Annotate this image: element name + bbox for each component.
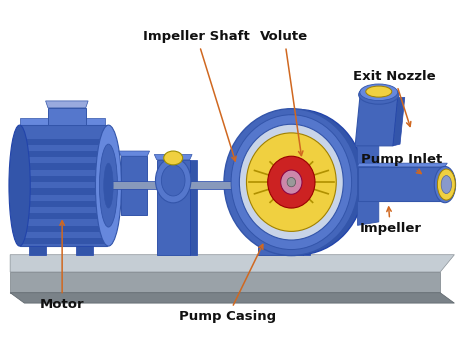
Ellipse shape — [438, 169, 456, 200]
Ellipse shape — [366, 86, 392, 97]
Polygon shape — [190, 160, 197, 255]
Ellipse shape — [95, 125, 121, 246]
Polygon shape — [357, 167, 445, 201]
Ellipse shape — [246, 133, 336, 231]
Polygon shape — [10, 255, 455, 272]
Bar — [19, 213, 107, 219]
Text: Motor: Motor — [40, 221, 84, 311]
Text: Volute: Volute — [260, 31, 308, 155]
Polygon shape — [355, 98, 398, 146]
Ellipse shape — [9, 125, 30, 246]
Ellipse shape — [239, 124, 343, 240]
Ellipse shape — [100, 144, 118, 227]
Polygon shape — [393, 98, 405, 146]
Ellipse shape — [161, 165, 185, 196]
Bar — [19, 151, 107, 157]
Polygon shape — [357, 141, 379, 225]
Ellipse shape — [155, 158, 191, 203]
Bar — [19, 201, 107, 207]
Ellipse shape — [104, 163, 113, 208]
Text: Impeller Shaft: Impeller Shaft — [144, 31, 250, 161]
Polygon shape — [121, 156, 147, 215]
Polygon shape — [303, 225, 310, 255]
Ellipse shape — [281, 170, 302, 194]
Ellipse shape — [231, 115, 352, 249]
Polygon shape — [258, 225, 303, 255]
Polygon shape — [76, 246, 93, 255]
Ellipse shape — [359, 85, 399, 104]
Polygon shape — [258, 222, 310, 225]
Ellipse shape — [434, 167, 456, 203]
Polygon shape — [357, 163, 447, 167]
Bar — [19, 163, 107, 170]
Bar — [19, 238, 107, 244]
Ellipse shape — [224, 109, 359, 256]
Text: Exit Nozzle: Exit Nozzle — [353, 70, 436, 126]
Polygon shape — [155, 154, 192, 160]
Polygon shape — [10, 293, 455, 303]
Polygon shape — [29, 246, 46, 255]
Text: Impeller: Impeller — [359, 207, 421, 235]
Circle shape — [164, 151, 182, 165]
Ellipse shape — [232, 110, 365, 255]
Bar — [107, 181, 282, 189]
Ellipse shape — [360, 84, 398, 101]
Bar — [19, 176, 107, 182]
Ellipse shape — [268, 156, 315, 208]
Bar — [19, 226, 107, 232]
Polygon shape — [156, 160, 190, 255]
Polygon shape — [48, 108, 86, 125]
Polygon shape — [10, 272, 440, 293]
Bar — [19, 188, 107, 195]
Bar — [19, 138, 107, 145]
Bar — [19, 125, 107, 246]
Text: Pump Inlet: Pump Inlet — [361, 153, 443, 174]
Polygon shape — [19, 118, 105, 125]
Ellipse shape — [441, 176, 452, 194]
Text: Pump Casing: Pump Casing — [179, 244, 276, 323]
Polygon shape — [119, 151, 150, 156]
Polygon shape — [46, 101, 88, 108]
Ellipse shape — [287, 177, 296, 187]
